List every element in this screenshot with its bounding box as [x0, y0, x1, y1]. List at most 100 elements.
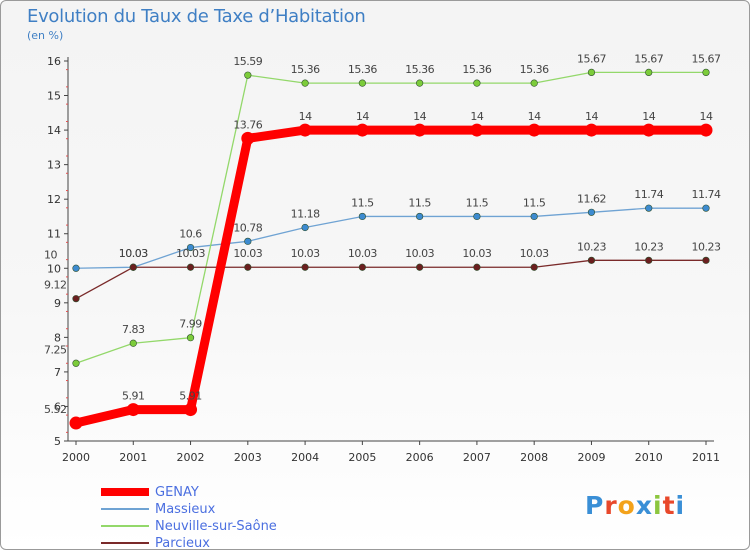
data-point: [244, 237, 252, 245]
legend-swatch: [101, 542, 149, 544]
y-tick-label: 8: [54, 331, 61, 344]
data-point: [301, 263, 309, 271]
data-point: [72, 359, 80, 367]
x-tick-label: 2006: [406, 451, 434, 464]
y-tick-label: 7: [54, 366, 61, 379]
data-point: [416, 79, 424, 87]
legend-swatch: [101, 508, 149, 510]
data-point: [645, 68, 653, 76]
data-label: 10.23: [634, 240, 663, 253]
data-point: [186, 263, 195, 271]
data-label: 9.12: [44, 279, 67, 292]
proxiti-logo: Proxiti: [585, 491, 685, 520]
y-axis-unit: (en %): [27, 29, 64, 42]
logo-letter: t: [662, 491, 676, 520]
logo-letter: i: [653, 491, 663, 520]
legend-label: Parcieux: [155, 536, 210, 550]
data-label: 15.36: [348, 63, 377, 76]
x-tick-label: 2005: [348, 451, 376, 464]
data-label: 15.36: [462, 63, 491, 76]
data-point: [702, 68, 710, 76]
data-point: [413, 123, 427, 137]
data-point: [129, 263, 137, 271]
data-label: 5.91: [122, 390, 145, 403]
data-label: 10.03: [462, 247, 491, 260]
series-parcieux: [72, 256, 710, 303]
x-tick-label: 2004: [291, 451, 319, 464]
data-point: [473, 79, 481, 87]
series-genay: [69, 123, 713, 430]
series-massieux: [72, 204, 710, 272]
data-label: 15.36: [520, 63, 549, 76]
data-label: 14: [642, 110, 655, 123]
x-tick-label: 2011: [692, 451, 720, 464]
data-label: 14: [413, 110, 426, 123]
data-point: [702, 256, 710, 264]
data-label: 11.5: [466, 196, 489, 209]
legend-swatch: [101, 525, 149, 527]
logo-letter: o: [617, 491, 636, 520]
legend-item: GENAY: [101, 484, 361, 501]
data-point: [587, 68, 596, 76]
data-point: [244, 263, 252, 271]
logo-letter: x: [635, 491, 653, 520]
legend-swatch: [101, 488, 149, 496]
y-tick-label: 11: [47, 228, 61, 241]
line-chart: 5 6 7 8 9 10 11 12 13 14 15 16 2000 2001 2002 2003 2004 2…: [44, 52, 721, 464]
data-point: [470, 123, 484, 137]
data-label: 14: [700, 110, 713, 123]
data-label: 10.03: [233, 247, 262, 260]
data-label: 15.67: [634, 52, 663, 65]
y-tick-label: 15: [47, 90, 61, 103]
data-label: 7.99: [179, 318, 202, 331]
data-point: [244, 71, 252, 79]
data-point: [645, 204, 653, 212]
data-label: 10.23: [692, 240, 721, 253]
data-label: 10.23: [577, 240, 606, 253]
data-label: 10.03: [176, 247, 205, 260]
series-line: [75, 71, 707, 364]
data-point: [126, 403, 140, 417]
data-point: [587, 208, 596, 216]
y-tick-label: 12: [47, 193, 61, 206]
data-label: 11.18: [291, 208, 320, 221]
data-point: [358, 212, 366, 221]
data-label: 10.03: [405, 247, 434, 260]
y-tick-label: 13: [47, 159, 61, 172]
legend: GENAY Massieux Neuville-sur-Saône Parcieux: [101, 484, 361, 550]
y-tick-label: 14: [47, 124, 61, 137]
data-label: 11.62: [577, 192, 606, 205]
data-point: [186, 334, 195, 342]
data-label: 15.36: [291, 63, 320, 76]
x-tick-label: 2007: [463, 451, 491, 464]
data-point: [702, 204, 710, 212]
data-label: 10.03: [520, 247, 549, 260]
data-label: 14: [528, 110, 541, 123]
data-point: [298, 123, 312, 137]
x-tick-label: 2003: [234, 451, 262, 464]
data-point: [69, 416, 83, 430]
data-label: 13.76: [233, 118, 262, 131]
logo-letter: i: [675, 491, 686, 520]
data-label: 7.83: [122, 323, 145, 336]
data-label: 11.74: [634, 188, 663, 201]
data-label: 10.78: [233, 221, 262, 234]
legend-item: Neuville-sur-Saône: [101, 518, 361, 535]
data-label: 14: [299, 110, 312, 123]
data-label: 15.67: [577, 52, 606, 65]
y-tick-label: 16: [47, 55, 61, 68]
x-tick-label: 2008: [520, 451, 548, 464]
x-tick-label: 2000: [62, 451, 90, 464]
logo-letter: r: [604, 491, 618, 520]
legend-label: Massieux: [155, 502, 216, 517]
series-line: [75, 207, 707, 269]
data-label: 15.59: [233, 55, 262, 68]
x-tick-label: 2002: [177, 451, 205, 464]
data-point: [186, 243, 195, 252]
data-point: [184, 403, 198, 417]
x-tick-label: 2010: [635, 451, 663, 464]
data-label: 14: [585, 110, 598, 123]
data-point: [699, 123, 713, 137]
data-label: 7.25: [44, 343, 67, 356]
y-tick-label: 5: [54, 435, 61, 448]
